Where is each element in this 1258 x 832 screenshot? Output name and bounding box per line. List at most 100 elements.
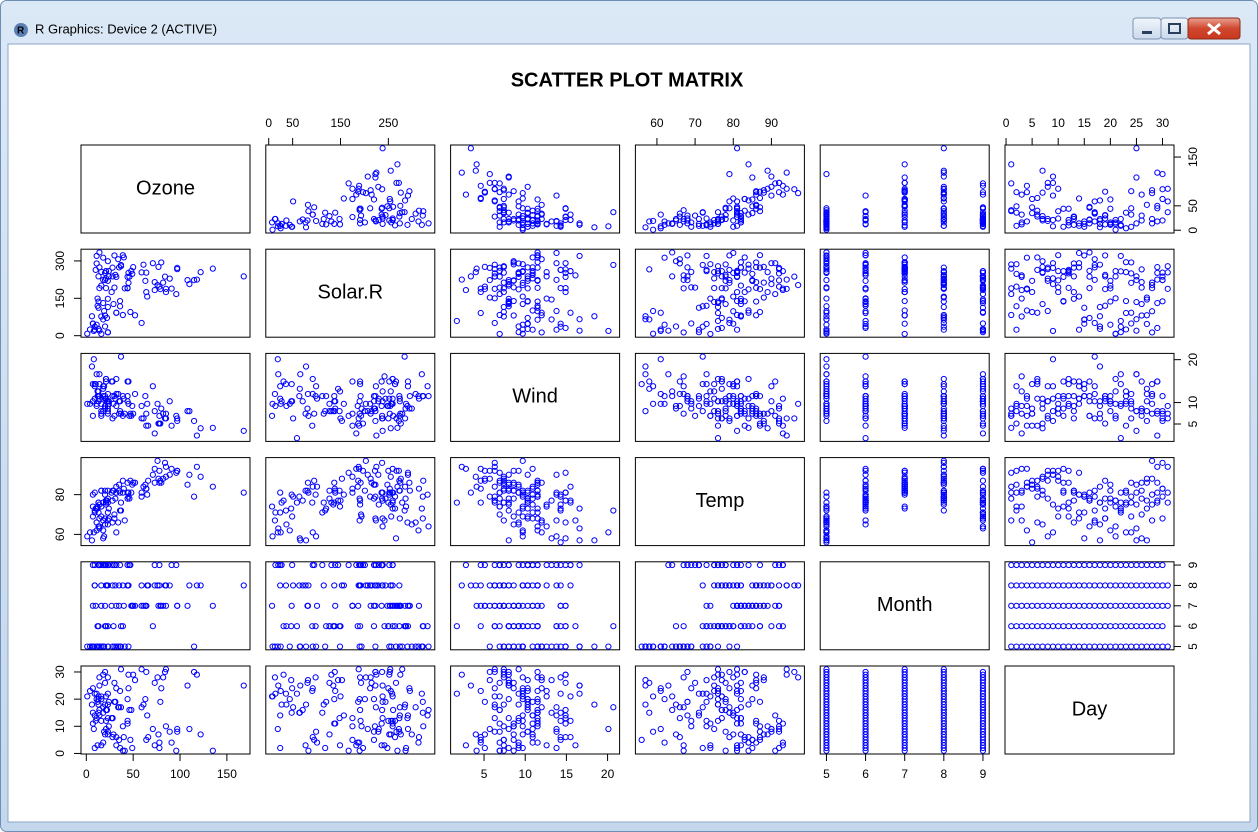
point bbox=[117, 507, 125, 514]
point bbox=[396, 213, 403, 220]
point bbox=[768, 408, 775, 415]
point bbox=[477, 309, 484, 317]
point bbox=[397, 189, 404, 196]
point bbox=[940, 294, 947, 301]
point bbox=[519, 330, 526, 337]
point bbox=[304, 390, 312, 398]
point bbox=[699, 209, 706, 216]
point bbox=[779, 395, 786, 402]
point bbox=[1102, 212, 1109, 219]
point bbox=[1065, 402, 1072, 410]
point bbox=[496, 223, 503, 230]
point bbox=[282, 381, 290, 388]
point bbox=[149, 471, 156, 478]
point bbox=[334, 385, 342, 392]
point bbox=[753, 390, 760, 398]
point bbox=[349, 195, 356, 203]
point bbox=[557, 284, 564, 292]
point bbox=[1138, 284, 1145, 291]
point bbox=[1117, 215, 1124, 223]
point bbox=[1128, 279, 1135, 286]
point bbox=[714, 408, 722, 415]
panel bbox=[819, 248, 990, 338]
point bbox=[657, 223, 664, 230]
x-tick-label: 15 bbox=[560, 767, 574, 781]
point bbox=[862, 381, 869, 388]
point bbox=[1081, 252, 1088, 259]
point bbox=[543, 273, 550, 280]
point bbox=[695, 326, 703, 333]
point bbox=[756, 194, 764, 202]
point bbox=[901, 288, 908, 296]
point bbox=[688, 268, 695, 275]
point bbox=[730, 308, 737, 315]
point bbox=[741, 422, 748, 429]
point bbox=[142, 277, 149, 284]
point bbox=[940, 145, 947, 152]
point bbox=[1133, 174, 1140, 181]
point bbox=[1039, 395, 1046, 402]
point bbox=[979, 299, 987, 307]
point bbox=[1049, 173, 1057, 180]
point bbox=[119, 311, 126, 319]
point bbox=[1143, 312, 1150, 319]
point bbox=[753, 202, 760, 209]
point bbox=[140, 415, 147, 422]
point bbox=[1070, 288, 1077, 296]
point bbox=[680, 329, 687, 336]
point bbox=[1023, 393, 1031, 400]
point bbox=[379, 412, 386, 419]
x-tick-label: 250 bbox=[378, 116, 398, 130]
point bbox=[1122, 422, 1130, 429]
point bbox=[576, 327, 583, 334]
point bbox=[901, 402, 908, 410]
point bbox=[741, 269, 748, 276]
y-tick-label: 7 bbox=[1186, 602, 1200, 609]
point bbox=[1008, 412, 1015, 419]
point bbox=[979, 189, 987, 196]
point bbox=[125, 279, 132, 286]
x-tick-label: 150 bbox=[217, 767, 237, 781]
point bbox=[338, 417, 346, 425]
point bbox=[93, 260, 100, 267]
point bbox=[730, 217, 737, 224]
point bbox=[1055, 268, 1062, 275]
point bbox=[367, 187, 374, 194]
point bbox=[979, 277, 987, 284]
point bbox=[524, 264, 531, 271]
maximize-button[interactable] bbox=[1160, 17, 1189, 40]
point bbox=[1029, 288, 1036, 296]
point bbox=[394, 424, 401, 431]
point bbox=[362, 400, 369, 407]
point bbox=[538, 329, 545, 336]
minimize-button[interactable] bbox=[1132, 17, 1162, 40]
point bbox=[661, 254, 668, 261]
point bbox=[143, 269, 150, 276]
point bbox=[1091, 264, 1098, 271]
point bbox=[1081, 316, 1088, 323]
point bbox=[190, 493, 198, 500]
point bbox=[657, 309, 664, 316]
x-tick-label: 20 bbox=[601, 767, 615, 781]
point bbox=[1039, 425, 1046, 432]
point bbox=[741, 195, 748, 203]
point bbox=[1122, 388, 1130, 395]
point bbox=[940, 303, 947, 311]
point bbox=[979, 393, 987, 400]
point bbox=[1102, 273, 1109, 280]
point bbox=[1096, 325, 1104, 333]
point bbox=[1070, 295, 1077, 302]
point bbox=[684, 215, 691, 222]
point bbox=[718, 273, 725, 280]
point bbox=[534, 277, 541, 284]
point bbox=[275, 220, 282, 227]
panel bbox=[1004, 248, 1175, 338]
point bbox=[1154, 324, 1161, 332]
point bbox=[1112, 388, 1119, 395]
point bbox=[1091, 415, 1098, 422]
point bbox=[319, 393, 326, 400]
point bbox=[534, 284, 541, 291]
point bbox=[1091, 276, 1098, 283]
point bbox=[193, 432, 200, 439]
point bbox=[688, 284, 695, 291]
